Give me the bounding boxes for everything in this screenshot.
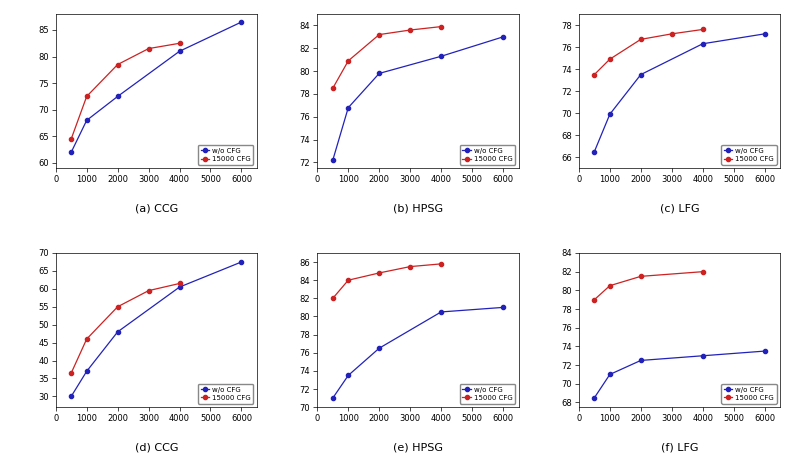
Legend: w/o CFG, 15000 CFG: w/o CFG, 15000 CFG <box>459 145 515 165</box>
15000 CFG <box>374 32 384 37</box>
15000 CFG <box>374 270 384 276</box>
w/o CFG <box>590 149 599 154</box>
15000 CFG <box>66 370 76 376</box>
w/o CFG <box>436 53 446 59</box>
15000 CFG <box>590 297 599 302</box>
w/o CFG <box>636 358 646 363</box>
15000 CFG <box>636 37 646 42</box>
w/o CFG <box>66 149 76 155</box>
Title: (f) LFG: (f) LFG <box>661 442 698 453</box>
w/o CFG <box>498 305 508 310</box>
w/o CFG <box>436 309 446 315</box>
15000 CFG <box>144 288 154 293</box>
Line: w/o CFG: w/o CFG <box>592 349 767 400</box>
Title: (d) CCG: (d) CCG <box>135 442 178 453</box>
Line: w/o CFG: w/o CFG <box>69 260 244 398</box>
w/o CFG <box>698 41 708 47</box>
15000 CFG <box>436 24 446 29</box>
15000 CFG <box>82 94 92 99</box>
15000 CFG <box>698 269 708 275</box>
Title: (c) LFG: (c) LFG <box>660 204 700 213</box>
Line: 15000 CFG: 15000 CFG <box>330 24 443 90</box>
15000 CFG <box>698 27 708 32</box>
Legend: w/o CFG, 15000 CFG: w/o CFG, 15000 CFG <box>198 145 253 165</box>
w/o CFG <box>113 329 123 335</box>
15000 CFG <box>636 273 646 279</box>
15000 CFG <box>113 62 123 67</box>
w/o CFG <box>344 105 353 110</box>
w/o CFG <box>374 345 384 351</box>
w/o CFG <box>66 394 76 399</box>
Legend: w/o CFG, 15000 CFG: w/o CFG, 15000 CFG <box>721 145 777 165</box>
Legend: w/o CFG, 15000 CFG: w/o CFG, 15000 CFG <box>198 384 253 404</box>
w/o CFG <box>590 395 599 401</box>
Line: 15000 CFG: 15000 CFG <box>592 27 704 77</box>
w/o CFG <box>698 353 708 358</box>
w/o CFG <box>236 19 246 25</box>
15000 CFG <box>344 58 353 64</box>
15000 CFG <box>66 136 76 142</box>
Line: 15000 CFG: 15000 CFG <box>330 262 443 300</box>
w/o CFG <box>605 372 615 377</box>
w/o CFG <box>636 72 646 77</box>
w/o CFG <box>328 395 338 401</box>
Title: (e) HPSG: (e) HPSG <box>393 442 443 453</box>
15000 CFG <box>605 283 615 288</box>
Legend: w/o CFG, 15000 CFG: w/o CFG, 15000 CFG <box>459 384 515 404</box>
15000 CFG <box>436 261 446 267</box>
15000 CFG <box>405 264 415 270</box>
w/o CFG <box>175 49 185 54</box>
Legend: w/o CFG, 15000 CFG: w/o CFG, 15000 CFG <box>721 384 777 404</box>
Line: w/o CFG: w/o CFG <box>69 20 244 154</box>
w/o CFG <box>175 284 185 290</box>
15000 CFG <box>590 72 599 77</box>
w/o CFG <box>328 157 338 163</box>
15000 CFG <box>175 281 185 286</box>
w/o CFG <box>113 94 123 99</box>
Title: (a) CCG: (a) CCG <box>135 204 178 213</box>
w/o CFG <box>760 348 770 354</box>
15000 CFG <box>82 336 92 342</box>
w/o CFG <box>760 31 770 37</box>
15000 CFG <box>175 40 185 46</box>
Line: w/o CFG: w/o CFG <box>330 35 505 162</box>
15000 CFG <box>667 31 677 37</box>
15000 CFG <box>405 27 415 33</box>
15000 CFG <box>605 56 615 62</box>
Line: w/o CFG: w/o CFG <box>330 305 505 400</box>
Line: w/o CFG: w/o CFG <box>592 32 767 154</box>
w/o CFG <box>498 34 508 40</box>
w/o CFG <box>82 117 92 123</box>
Line: 15000 CFG: 15000 CFG <box>69 41 181 141</box>
w/o CFG <box>236 259 246 265</box>
15000 CFG <box>344 278 353 283</box>
15000 CFG <box>144 46 154 51</box>
Line: 15000 CFG: 15000 CFG <box>69 281 181 375</box>
15000 CFG <box>328 86 338 91</box>
w/o CFG <box>82 368 92 374</box>
15000 CFG <box>328 295 338 301</box>
Title: (b) HPSG: (b) HPSG <box>393 204 443 213</box>
w/o CFG <box>374 71 384 76</box>
Line: 15000 CFG: 15000 CFG <box>592 270 704 302</box>
15000 CFG <box>113 304 123 309</box>
w/o CFG <box>344 373 353 378</box>
w/o CFG <box>605 111 615 117</box>
